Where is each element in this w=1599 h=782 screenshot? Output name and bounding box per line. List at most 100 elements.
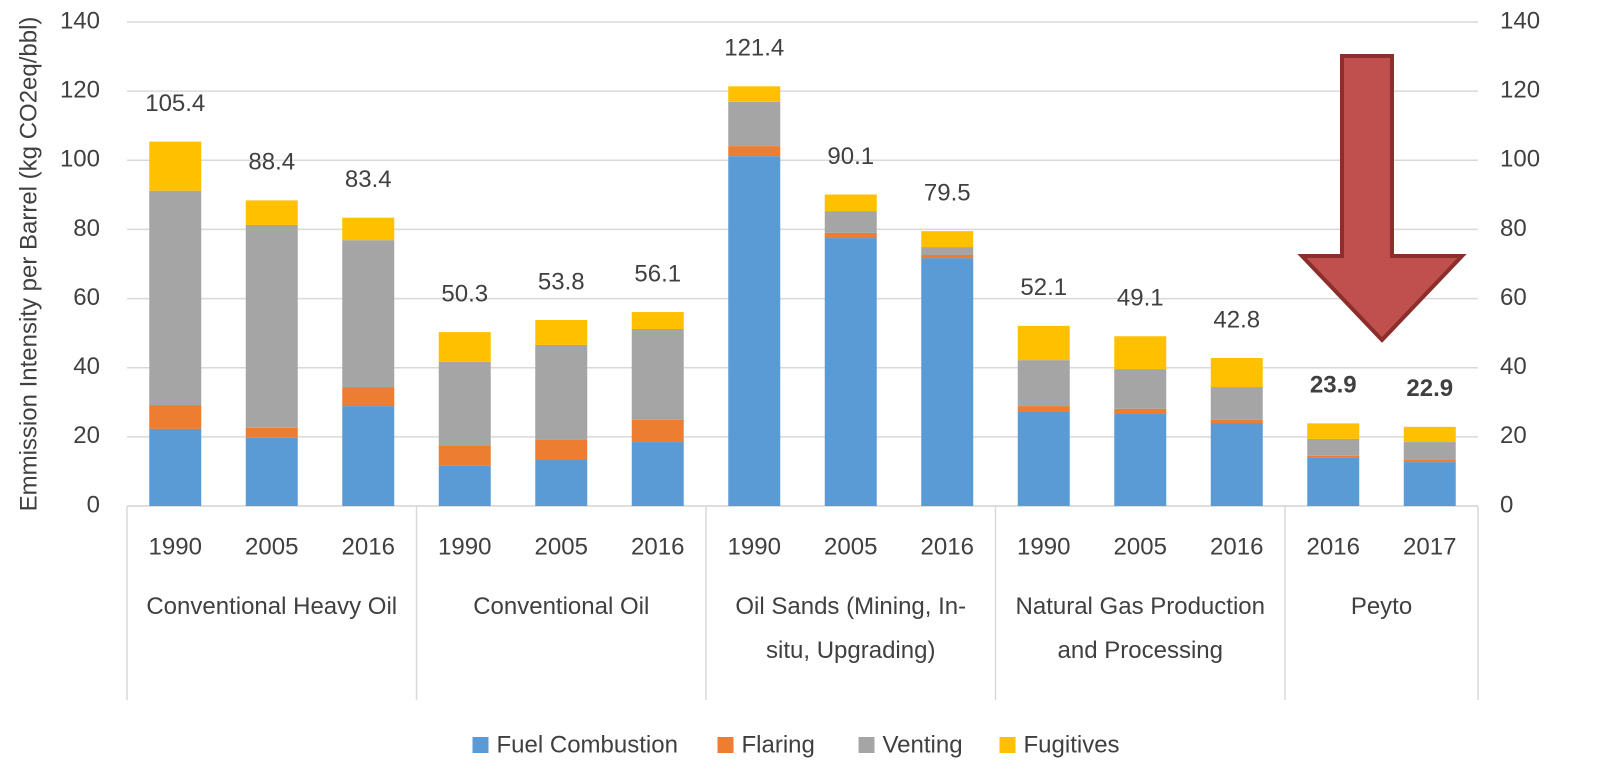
bar-segment [342,406,395,506]
bar-segment [1307,457,1360,506]
bar-segment [1114,408,1167,415]
bar-segment [1210,387,1263,420]
x-tick-label: 2016 [342,533,395,560]
group-label: Oil Sands (Mining, In-situ, Upgrading) [735,593,967,664]
x-tick-label: 1990 [149,533,202,560]
group-label: Conventional Oil [473,593,650,620]
bar-segment [728,101,781,147]
x-tick-label: 2016 [631,533,684,560]
bar-segment [1017,325,1070,361]
bar-segment [438,445,491,466]
total-label: 90.1 [827,143,874,170]
bar-segment [921,247,974,256]
bar-segment [245,200,298,225]
group-label-box: Peyto [1350,593,1413,620]
bar-segment [824,238,877,507]
bar-segment [1017,411,1070,506]
legend-label: Flaring [742,731,815,758]
bar-segment [438,332,491,362]
y-axis-label: Emmission Intensity per Barrel (kg CO2eq… [15,17,42,512]
y2-tick-label: 80 [1500,215,1527,242]
bar-segment [342,217,395,241]
bar-segment [921,258,974,506]
bar-segment [1114,369,1167,409]
total-label: 42.8 [1213,306,1260,333]
bar-segment [535,460,588,506]
legend-label: Venting [883,731,963,758]
bar-segment [1403,442,1456,461]
total-label: 22.9 [1406,375,1453,402]
x-tick-label: 2016 [1210,533,1263,560]
group-label: Conventional Heavy Oil [146,593,398,620]
legend-swatch [472,737,489,753]
legend-label: Fugitives [1024,731,1120,758]
x-tick-label: 2005 [824,533,877,560]
group-label-box: Conventional Oil [473,593,650,620]
bar-segment [342,240,395,388]
group-label-box: Conventional Heavy Oil [146,593,398,620]
total-label: 105.4 [145,90,205,117]
x-tick-label: 2005 [535,533,588,560]
arrow [1297,54,1467,343]
total-label: 52.1 [1020,274,1067,301]
bar-segment [1403,462,1456,506]
bar-segment [824,194,877,212]
total-label: 83.4 [345,166,392,193]
bar-segment [631,442,684,506]
bar-segment [245,224,298,428]
y-tick-label: 100 [60,146,100,173]
y2-tick-label: 100 [1500,146,1540,173]
bar-segment [1114,414,1167,506]
bar-segment [1403,460,1456,463]
x-tick-label: 2016 [1307,533,1360,560]
total-label: 23.9 [1310,372,1357,399]
bar-segment [824,232,877,239]
y-tick-label: 80 [73,215,100,242]
legend-swatch [858,737,875,753]
bar-segment [1307,455,1360,458]
bar-segment [149,141,202,191]
x-tick-label: 2017 [1403,533,1456,560]
bar-segment [728,156,781,506]
y2-tick-label: 140 [1500,7,1540,34]
y-tick-label: 20 [73,422,100,449]
total-label: 49.1 [1117,285,1164,312]
total-label: 121.4 [724,35,784,62]
total-label: 50.3 [441,280,488,307]
bar-segment [1403,426,1456,443]
bar-segment [921,231,974,248]
bar-segment [149,405,202,429]
group-label: Peyto [1350,593,1413,620]
y2-tick-label: 120 [1500,76,1540,103]
bar-segment [245,427,298,438]
total-label: 88.4 [248,149,295,176]
bar-segment [921,255,974,259]
bar-segment [1210,358,1263,388]
y-tick-label: 140 [60,7,100,34]
y2-tick-label: 0 [1500,491,1513,518]
bar-segment [631,419,684,443]
bar-segment [535,344,588,440]
group-label-box: Oil Sands (Mining, In-situ, Upgrading) [735,593,967,664]
bar-segment [535,439,588,461]
bar-segment [535,320,588,345]
bar-segment [1307,423,1360,439]
x-tick-label: 2016 [921,533,974,560]
bar-segment [1017,360,1070,407]
x-tick-label: 2005 [1114,533,1167,560]
bar-segment [1114,336,1167,370]
bar-segment [824,211,877,233]
bar-segment [342,387,395,407]
legend-swatch [717,737,734,753]
bar-segment [728,146,781,157]
y-tick-label: 60 [73,284,100,311]
bar-segment [631,312,684,329]
y2-tick-label: 20 [1500,422,1527,449]
x-tick-label: 1990 [1017,533,1070,560]
bar-segment [1307,438,1360,456]
bar-segment [245,437,298,506]
total-label: 53.8 [538,268,585,295]
legend-label: Fuel Combustion [497,731,678,758]
bar-segment [438,465,491,506]
